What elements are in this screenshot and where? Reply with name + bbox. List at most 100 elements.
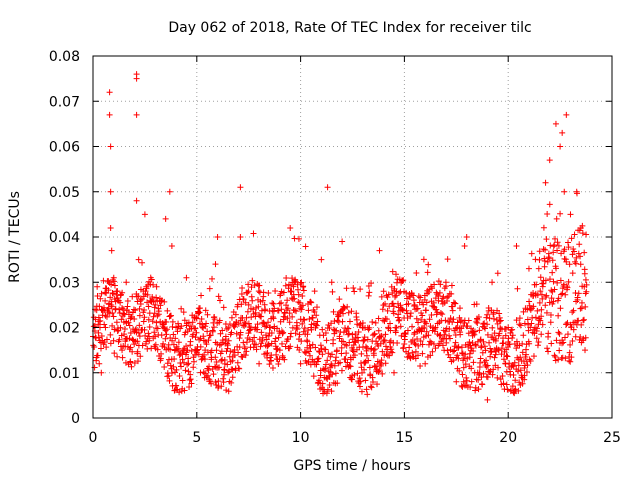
data-point bbox=[183, 274, 190, 281]
data-point bbox=[489, 324, 496, 331]
data-point bbox=[534, 307, 541, 314]
data-point bbox=[497, 317, 504, 324]
data-point bbox=[313, 322, 320, 329]
data-point bbox=[392, 329, 399, 336]
data-point bbox=[428, 339, 435, 346]
data-point bbox=[469, 340, 476, 347]
data-point bbox=[174, 328, 181, 335]
data-point bbox=[376, 247, 383, 254]
data-point bbox=[131, 315, 138, 322]
data-point bbox=[196, 336, 203, 343]
data-point bbox=[133, 197, 140, 204]
data-point bbox=[436, 340, 443, 347]
data-point bbox=[477, 355, 484, 362]
data-point bbox=[153, 283, 160, 290]
data-point bbox=[204, 328, 211, 335]
data-point bbox=[460, 378, 467, 385]
data-point bbox=[168, 243, 175, 250]
data-point bbox=[471, 328, 478, 335]
data-point bbox=[513, 243, 520, 250]
data-point bbox=[260, 289, 267, 296]
data-point bbox=[404, 327, 411, 334]
data-point bbox=[319, 351, 326, 358]
data-point bbox=[185, 368, 192, 375]
data-point bbox=[472, 341, 479, 348]
data-point bbox=[542, 302, 549, 309]
data-point bbox=[197, 369, 204, 376]
data-point bbox=[423, 320, 430, 327]
data-point bbox=[151, 304, 158, 311]
data-point bbox=[197, 343, 204, 350]
data-point bbox=[184, 347, 191, 354]
data-point bbox=[240, 339, 247, 346]
data-point bbox=[581, 270, 588, 277]
data-point bbox=[132, 307, 139, 314]
data-point bbox=[202, 323, 209, 330]
data-point bbox=[362, 360, 369, 367]
data-point bbox=[127, 315, 134, 322]
data-point bbox=[103, 313, 110, 320]
data-point bbox=[308, 299, 315, 306]
data-point bbox=[359, 369, 366, 376]
data-point bbox=[349, 347, 356, 354]
data-point bbox=[140, 318, 147, 325]
data-point bbox=[526, 298, 533, 305]
data-point bbox=[185, 360, 192, 367]
data-point bbox=[525, 265, 532, 272]
data-point bbox=[538, 306, 545, 313]
data-point bbox=[572, 260, 579, 267]
data-point bbox=[411, 329, 418, 336]
data-point bbox=[382, 360, 389, 367]
data-point bbox=[535, 265, 542, 272]
data-point bbox=[470, 359, 477, 366]
data-point bbox=[516, 321, 523, 328]
data-point bbox=[548, 287, 555, 294]
data-point bbox=[204, 372, 211, 379]
data-point bbox=[173, 382, 180, 389]
data-point bbox=[179, 350, 186, 357]
data-point bbox=[486, 369, 493, 376]
data-point bbox=[398, 332, 405, 339]
data-point bbox=[487, 345, 494, 352]
data-point bbox=[287, 343, 294, 350]
data-point bbox=[154, 312, 161, 319]
data-point bbox=[499, 372, 506, 379]
data-point bbox=[144, 345, 151, 352]
data-point bbox=[107, 294, 114, 301]
data-point bbox=[528, 320, 535, 327]
data-point bbox=[231, 352, 238, 359]
data-point bbox=[199, 321, 206, 328]
data-point bbox=[447, 354, 454, 361]
data-point bbox=[541, 263, 548, 270]
data-point bbox=[428, 312, 435, 319]
data-point bbox=[144, 299, 151, 306]
data-point bbox=[539, 321, 546, 328]
data-point bbox=[272, 338, 279, 345]
data-point bbox=[143, 285, 150, 292]
data-point bbox=[582, 303, 589, 310]
data-point bbox=[323, 337, 330, 344]
data-point bbox=[495, 364, 502, 371]
data-point bbox=[454, 319, 461, 326]
data-point bbox=[361, 366, 368, 373]
data-point bbox=[551, 352, 558, 359]
data-point bbox=[97, 345, 104, 352]
data-point bbox=[301, 325, 308, 332]
data-point bbox=[183, 343, 190, 350]
data-point bbox=[283, 302, 290, 309]
data-point bbox=[377, 333, 384, 340]
y-tick-label: 0.08 bbox=[49, 49, 80, 65]
data-point bbox=[442, 317, 449, 324]
data-point bbox=[325, 350, 332, 357]
data-point bbox=[420, 301, 427, 308]
data-point bbox=[205, 367, 212, 374]
data-point bbox=[534, 342, 541, 349]
data-point bbox=[117, 324, 124, 331]
data-point bbox=[447, 335, 454, 342]
data-point bbox=[511, 359, 518, 366]
data-point bbox=[356, 375, 363, 382]
data-point bbox=[102, 324, 109, 331]
data-point bbox=[298, 279, 305, 286]
data-point bbox=[158, 350, 165, 357]
data-point bbox=[517, 367, 524, 374]
